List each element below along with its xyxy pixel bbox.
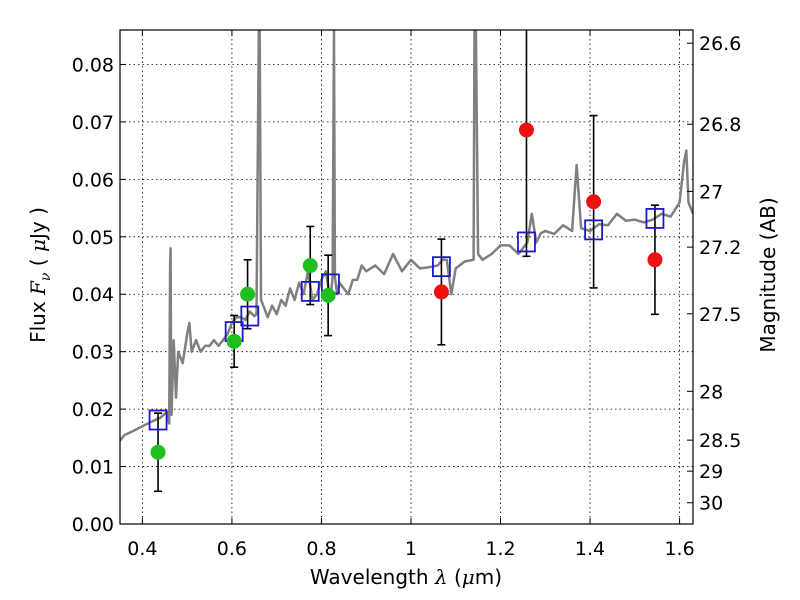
y2-tick-label: 27.2 bbox=[699, 237, 741, 259]
model-box bbox=[517, 231, 536, 253]
y-tick-label: 0.06 bbox=[72, 169, 114, 191]
red-point bbox=[647, 252, 663, 268]
y-axis-label: Flux Fν ( μJy ) bbox=[26, 207, 54, 343]
y-tick-label: 0.00 bbox=[72, 514, 114, 536]
x-tick-label: 1 bbox=[405, 538, 417, 560]
y2-tick-label: 26.6 bbox=[699, 33, 741, 55]
y2-tick-label: 30 bbox=[699, 493, 723, 515]
model-box bbox=[432, 256, 451, 278]
y2-tick-label: 29 bbox=[699, 461, 723, 483]
plot-frame bbox=[119, 29, 694, 525]
model-box bbox=[148, 409, 168, 431]
green-point bbox=[150, 444, 166, 460]
green-point bbox=[240, 286, 256, 302]
x-tick-label: 1.4 bbox=[575, 538, 605, 560]
model-box bbox=[645, 208, 665, 229]
y2-tick-label: 28 bbox=[699, 381, 723, 403]
model-spectrum-layer bbox=[120, 30, 693, 442]
model-spectrum-line bbox=[120, 30, 693, 442]
x-tick-label: 1.2 bbox=[485, 538, 515, 560]
y2-tick-label: 26.8 bbox=[699, 114, 741, 136]
y-tick-label: 0.04 bbox=[72, 284, 114, 306]
x-axis-label: Wavelength λ (μm) bbox=[310, 565, 502, 589]
y2-tick-label: 27.5 bbox=[699, 304, 741, 326]
red-point bbox=[518, 122, 534, 138]
green-point bbox=[302, 258, 318, 274]
y-tick-label: 0.03 bbox=[72, 342, 114, 364]
red-point bbox=[433, 284, 449, 300]
y-tick-label: 0.02 bbox=[72, 399, 114, 421]
model-box bbox=[300, 280, 320, 302]
y-tick-label: 0.08 bbox=[72, 54, 114, 76]
model-box bbox=[240, 305, 260, 327]
y2-tick-label: 28.5 bbox=[699, 430, 741, 452]
model-box-layer bbox=[148, 208, 665, 431]
photometry-point-layer bbox=[150, 122, 663, 460]
y2-axis-label: Magnitude (AB) bbox=[756, 197, 780, 352]
y2-tick-label: 27 bbox=[699, 181, 723, 203]
x-tick-label: 1.6 bbox=[664, 538, 694, 560]
y-tick-label: 0.07 bbox=[72, 112, 114, 134]
x-tick-label: 0.4 bbox=[127, 538, 157, 560]
green-point bbox=[226, 333, 242, 349]
y-tick-label: 0.05 bbox=[72, 227, 114, 249]
green-point bbox=[320, 287, 336, 303]
x-tick-label: 0.8 bbox=[306, 538, 336, 560]
y-tick-label: 0.01 bbox=[72, 457, 114, 479]
x-tick-label: 0.6 bbox=[217, 538, 247, 560]
tick-layer: 0.4 0.6 0.8 1 1.2 1.4 1.6 0.00 0.01 0.02 0.03 0.04 0… bbox=[72, 30, 741, 560]
grid bbox=[120, 30, 693, 525]
model-box bbox=[584, 219, 604, 241]
error-bar-layer bbox=[154, 30, 659, 493]
red-point bbox=[586, 194, 602, 210]
